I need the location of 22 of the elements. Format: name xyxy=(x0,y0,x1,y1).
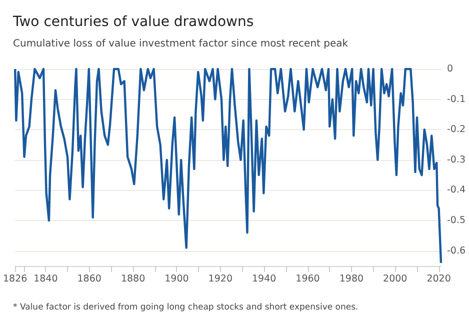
x-tick-label: 1960 xyxy=(296,274,320,284)
chart-title: Two centuries of value drawdowns xyxy=(12,14,254,30)
line-series xyxy=(14,68,442,264)
x-tick-label: 1860 xyxy=(77,274,102,284)
y-tick-label: 0 xyxy=(447,64,454,74)
x-tick-label: 1980 xyxy=(339,274,364,284)
y-tick-label: -0.4 xyxy=(447,184,466,196)
x-tick-label: 1880 xyxy=(120,274,146,284)
x-tick-label: 1826 xyxy=(2,274,28,284)
x-tick-label: 1840 xyxy=(34,274,58,284)
y-tick-label: -0.1 xyxy=(447,94,466,105)
x-tick-label: 1920 xyxy=(208,274,232,284)
y-tick-label: -0.2 xyxy=(447,124,466,136)
x-tick-label: 1900 xyxy=(164,274,189,284)
y-tick-label: -0.3 xyxy=(447,154,466,166)
x-tick-label: 1940 xyxy=(252,274,276,284)
text: * Value factor is derived from going long cheap stocks and short expensive ones. xyxy=(13,302,358,312)
y-tick-label: -0.5 xyxy=(447,215,466,226)
x-tick-label: 2000 xyxy=(383,274,408,284)
chart-subtitle: Cumulative loss of value investment factor since most recent peak xyxy=(13,38,348,50)
y-tick-label: -0.6 xyxy=(447,245,466,256)
x-tick-label: 2020 xyxy=(426,274,451,284)
